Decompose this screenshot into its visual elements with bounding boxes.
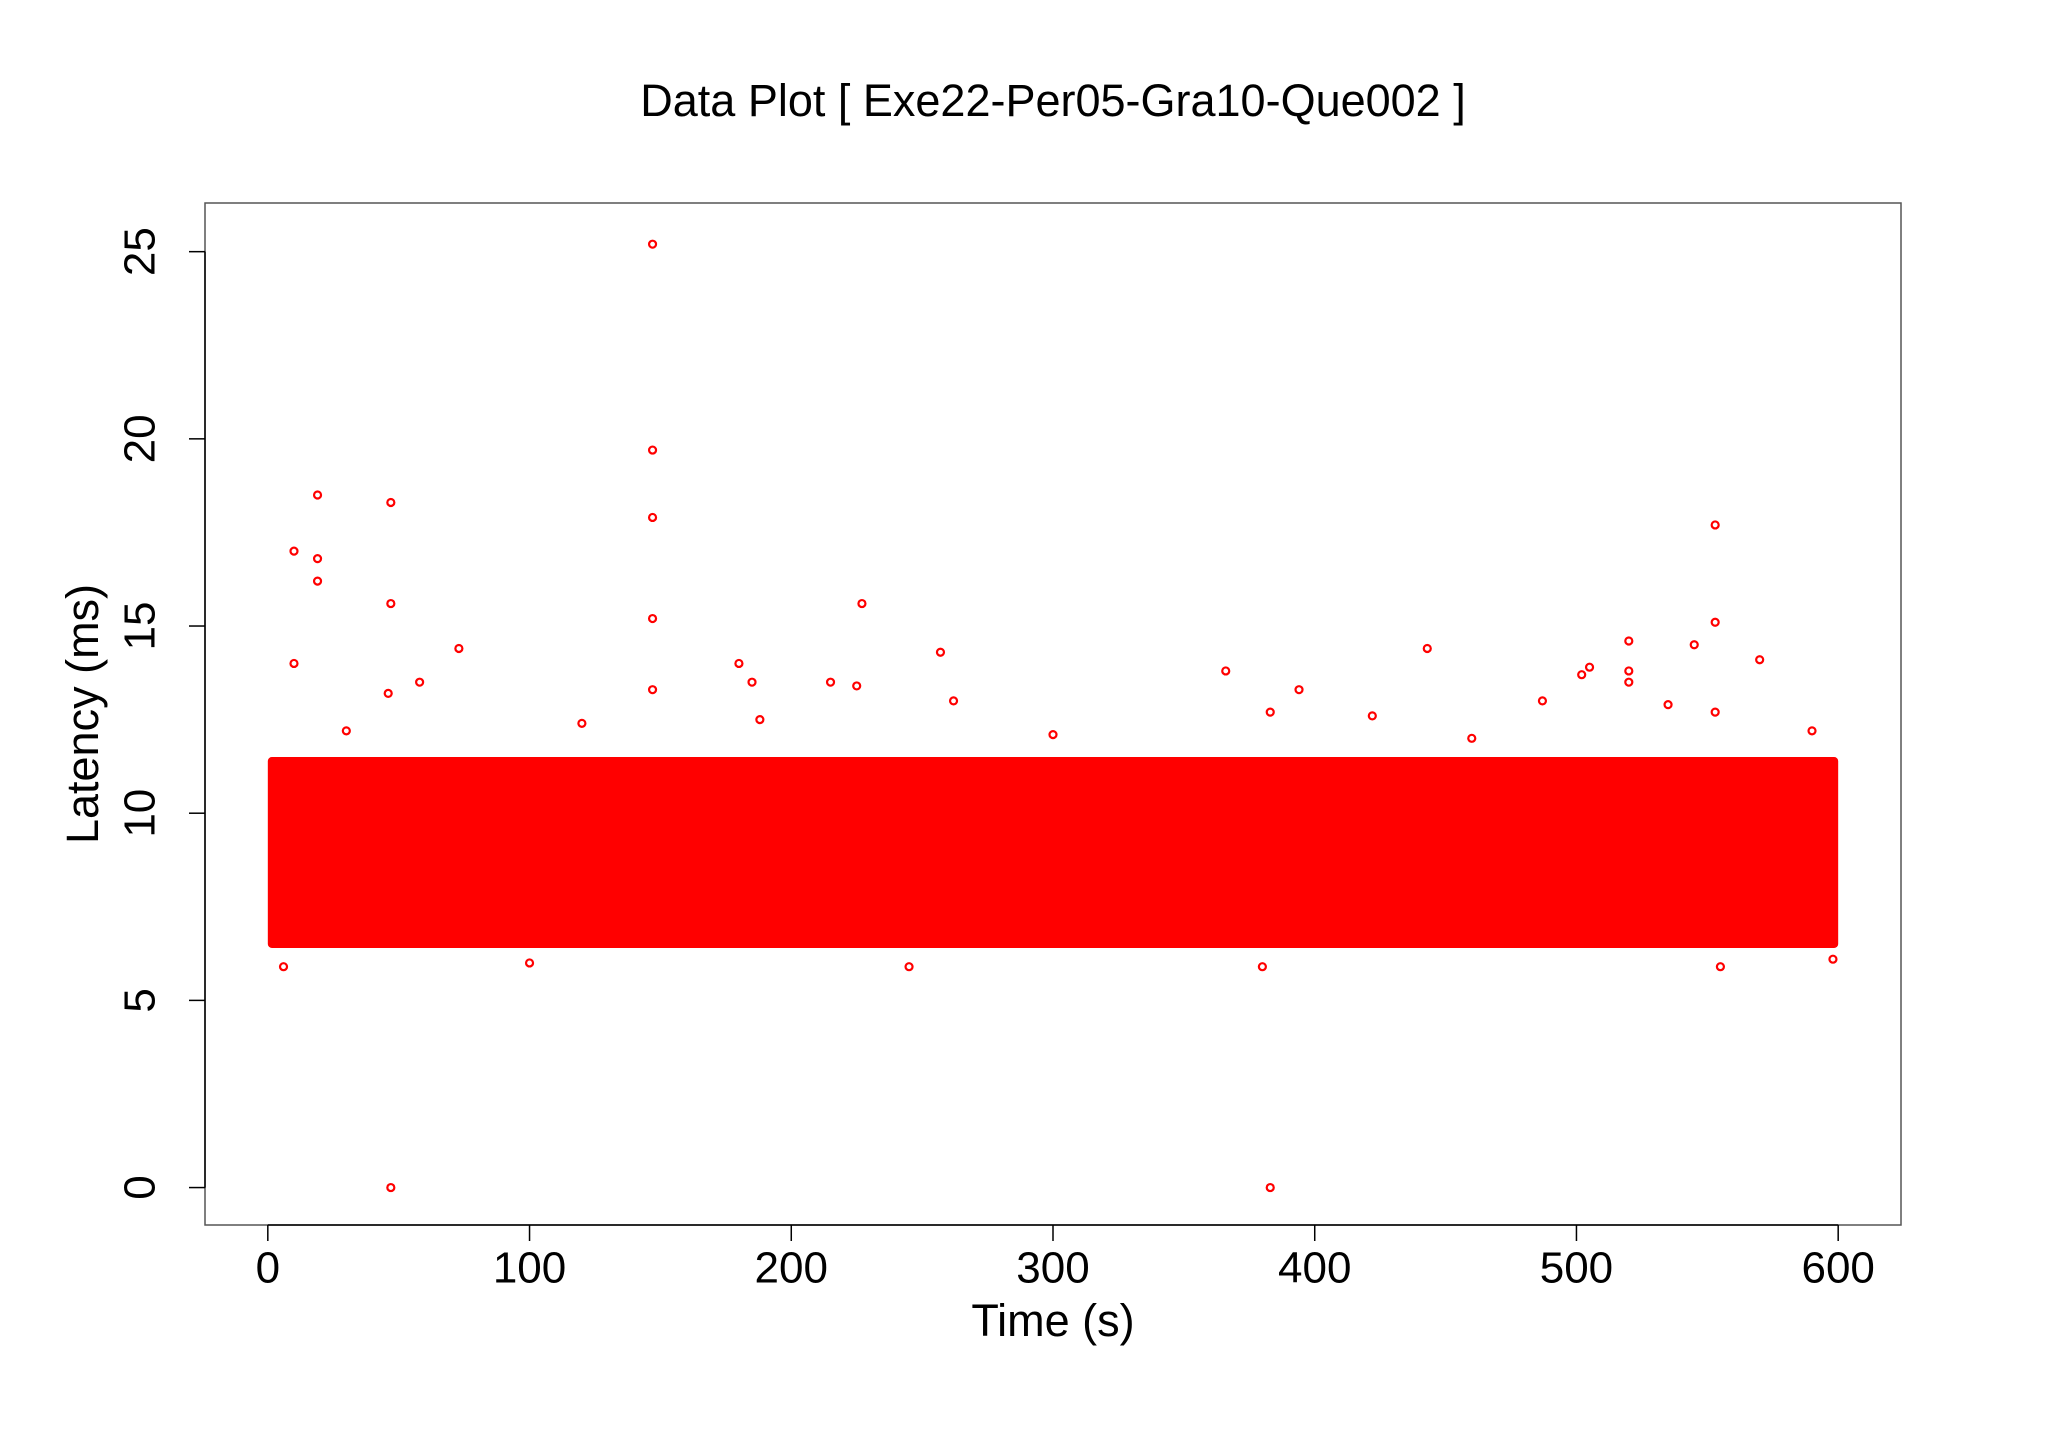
data-point — [341, 726, 351, 736]
data-point — [454, 643, 464, 654]
data-point — [1577, 670, 1587, 680]
data-point — [1257, 962, 1267, 972]
data-point — [312, 554, 323, 564]
data-point — [386, 598, 396, 609]
data-point — [386, 1182, 396, 1193]
data-point — [647, 445, 658, 455]
y-tick-label: 10 — [116, 789, 165, 838]
y-axis-label: Latency (ms) — [57, 584, 108, 844]
data-point — [312, 576, 323, 586]
data-point — [1422, 643, 1432, 654]
data-point — [1624, 666, 1634, 676]
data-point — [734, 658, 744, 669]
x-tick-label: 0 — [256, 1244, 280, 1293]
data-point — [1294, 685, 1304, 695]
data-point — [1715, 962, 1726, 972]
y-tick-label: 0 — [116, 1175, 165, 1199]
data-point — [948, 696, 959, 706]
x-axis-label: Time (s) — [971, 1295, 1134, 1346]
x-tick-label: 500 — [1540, 1244, 1613, 1293]
data-point — [935, 647, 946, 657]
data-point — [1624, 677, 1634, 687]
data-point — [1663, 700, 1673, 710]
data-point — [857, 598, 867, 609]
data-point — [1584, 662, 1595, 672]
plot-area — [267, 239, 1839, 1193]
y-tick-label: 20 — [116, 414, 165, 463]
x-tick-label: 600 — [1801, 1244, 1874, 1293]
data-point — [647, 613, 658, 624]
data-point — [386, 497, 396, 508]
data-point — [1755, 655, 1765, 665]
data-point — [755, 715, 765, 725]
data-point — [383, 688, 393, 699]
x-tick-label: 300 — [1016, 1244, 1089, 1293]
data-point — [1221, 666, 1231, 676]
data-point — [647, 512, 658, 523]
x-tick-label: 400 — [1278, 1244, 1351, 1293]
data-point — [1265, 707, 1275, 717]
y-tick-label: 15 — [116, 602, 165, 651]
x-tick-label: 200 — [755, 1244, 828, 1293]
dense-point-cloud — [267, 757, 1839, 948]
data-point — [647, 239, 658, 249]
data-point — [1710, 707, 1720, 717]
data-point — [1265, 1182, 1275, 1193]
data-point — [1807, 726, 1817, 736]
data-point — [904, 962, 914, 972]
data-point — [289, 546, 299, 556]
data-point — [312, 490, 323, 500]
data-point — [1624, 636, 1634, 646]
data-point — [278, 962, 289, 972]
data-point — [852, 681, 862, 691]
data-point — [1537, 696, 1548, 706]
data-point — [647, 685, 658, 695]
data-point — [524, 958, 535, 968]
data-point — [1467, 733, 1477, 743]
x-tick-label: 100 — [493, 1244, 566, 1293]
data-point — [415, 677, 425, 687]
data-point — [1828, 954, 1838, 964]
data-point — [1367, 711, 1377, 721]
y-tick-label: 5 — [116, 988, 165, 1012]
data-point — [1689, 640, 1699, 650]
data-point — [825, 677, 836, 687]
data-point — [1710, 520, 1720, 530]
data-point — [1048, 729, 1058, 740]
y-tick-label: 25 — [116, 227, 165, 276]
chart-title: Data Plot [ Exe22-Per05-Gra10-Que002 ] — [640, 75, 1465, 126]
data-point — [747, 677, 757, 687]
data-point — [577, 718, 587, 728]
plot-frame — [204, 202, 1902, 1226]
data-point — [289, 658, 299, 669]
data-point — [1710, 617, 1720, 627]
